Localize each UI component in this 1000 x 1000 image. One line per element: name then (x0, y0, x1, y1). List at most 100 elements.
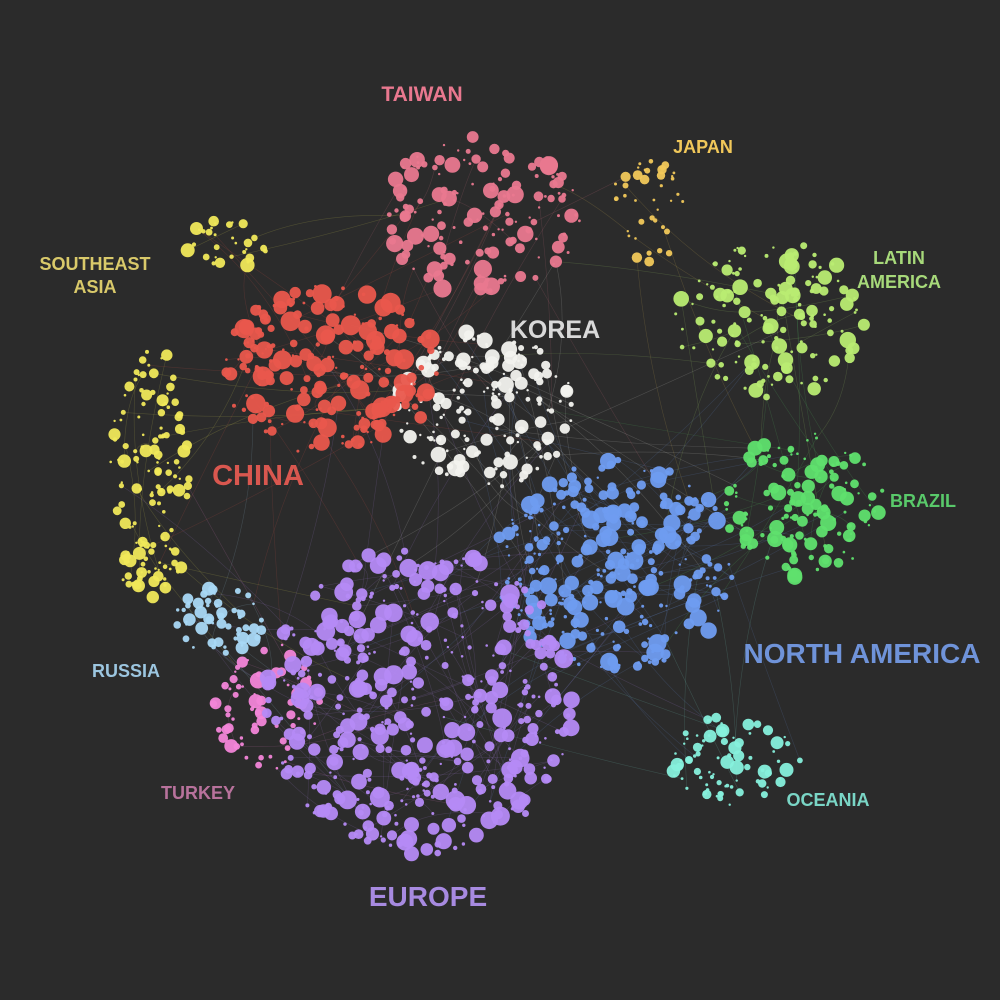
node-southeast-asia (214, 257, 226, 268)
node-europe (499, 599, 514, 614)
label-north-america: NORTH AMERICA (744, 638, 981, 669)
node-brazil (725, 524, 734, 533)
network-edge (500, 648, 723, 731)
node-korea (440, 397, 452, 410)
node-russia (173, 621, 181, 629)
node-north-america (612, 663, 621, 671)
node-brazil (787, 445, 795, 453)
node-taiwan (399, 157, 412, 170)
node-europe (535, 709, 543, 718)
node-china (315, 408, 319, 411)
node-north-america (625, 551, 644, 570)
node-korea (514, 376, 528, 390)
node-japan (631, 252, 643, 263)
node-europe (303, 710, 313, 720)
node-latin-america (823, 377, 828, 383)
node-latin-america (764, 253, 769, 258)
network-edge (447, 646, 509, 779)
node-russia (236, 631, 250, 645)
node-latin-america (697, 279, 701, 283)
node-korea (432, 430, 435, 434)
node-southeast-asia (164, 544, 168, 548)
node-north-america (651, 658, 660, 666)
node-oceania (698, 775, 703, 780)
node-north-america (535, 567, 539, 570)
node-latin-america (718, 362, 724, 368)
network-edge (562, 568, 790, 653)
node-china (384, 367, 392, 375)
node-latin-america (827, 329, 834, 337)
node-europe (492, 654, 495, 657)
node-southeast-asia (139, 539, 143, 542)
node-japan (637, 166, 640, 169)
node-southeast-asia (146, 546, 150, 549)
node-europe (476, 721, 484, 728)
node-china (370, 441, 373, 444)
node-china (270, 343, 276, 348)
node-brazil (810, 457, 826, 473)
node-latin-america (800, 381, 803, 385)
network-edge (517, 504, 576, 631)
node-korea (463, 337, 468, 343)
node-southeast-asia (133, 369, 140, 376)
node-north-america (558, 478, 568, 488)
node-korea (521, 463, 533, 475)
network-edge (575, 623, 641, 635)
node-north-america (556, 489, 567, 500)
node-southeast-asia (141, 401, 146, 407)
node-china (268, 358, 282, 372)
node-southeast-asia (229, 254, 234, 259)
node-oceania (674, 752, 677, 755)
node-turkey (225, 712, 231, 718)
node-north-america (539, 507, 544, 513)
node-north-america (582, 497, 587, 502)
node-brazil (858, 509, 871, 522)
node-oceania (775, 776, 786, 788)
node-europe (384, 705, 389, 710)
node-latin-america (743, 254, 747, 258)
node-europe (490, 806, 510, 826)
network-edge (737, 324, 864, 345)
network-edge (438, 420, 571, 455)
node-oceania (766, 786, 769, 789)
node-latin-america (735, 340, 739, 345)
node-europe (450, 651, 454, 654)
node-europe (531, 694, 536, 699)
node-china (353, 424, 360, 431)
node-latin-america (840, 329, 844, 333)
node-korea (560, 384, 573, 397)
node-north-america (604, 616, 609, 621)
node-latin-america (728, 259, 731, 263)
node-oceania (797, 757, 803, 764)
node-europe (292, 633, 296, 637)
node-turkey (255, 761, 262, 769)
node-korea (542, 368, 552, 379)
network-edge (361, 635, 564, 733)
node-taiwan (562, 232, 567, 237)
node-europe (521, 689, 529, 696)
node-europe (508, 747, 511, 751)
node-taiwan (528, 216, 531, 219)
node-southeast-asia (158, 488, 163, 493)
node-brazil (846, 522, 856, 532)
node-taiwan (497, 228, 500, 231)
node-southeast-asia (169, 527, 174, 533)
node-north-america (554, 578, 557, 581)
node-russia (213, 637, 224, 648)
node-southeast-asia (145, 349, 149, 354)
node-southeast-asia (202, 253, 210, 261)
node-north-america (583, 534, 587, 538)
node-north-america (560, 537, 564, 540)
node-brazil (867, 524, 871, 527)
node-brazil (747, 544, 753, 550)
node-north-america (599, 574, 603, 578)
node-europe (362, 768, 372, 778)
node-turkey (250, 725, 260, 735)
node-europe (441, 697, 450, 707)
node-taiwan (503, 274, 507, 278)
node-southeast-asia (118, 483, 124, 489)
node-southeast-asia (139, 371, 147, 379)
node-brazil (757, 438, 771, 452)
node-brazil (880, 488, 885, 493)
node-china (313, 434, 330, 451)
